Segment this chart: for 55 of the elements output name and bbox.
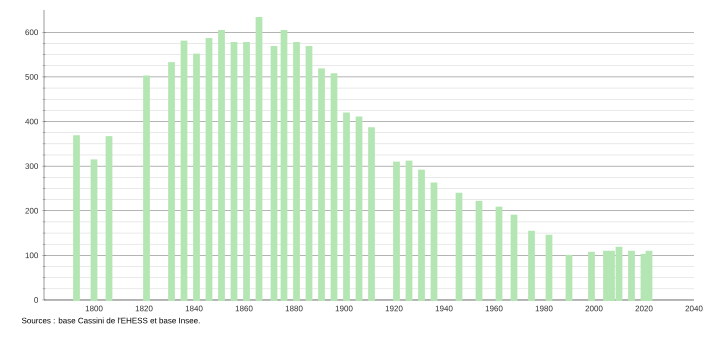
bar: [566, 254, 572, 301]
bar: [193, 54, 200, 301]
y-tick-label: 300: [25, 163, 38, 169]
bar: [306, 46, 312, 301]
bar: [230, 42, 238, 301]
bar: [280, 30, 288, 301]
bar: [218, 30, 225, 301]
bar: [528, 230, 535, 301]
x-tick-label: 1820: [136, 306, 153, 312]
x-tick-label: 1980: [536, 306, 553, 312]
bar: [256, 17, 262, 301]
bar: [318, 68, 325, 301]
bar: [418, 170, 425, 301]
bar: [430, 182, 438, 301]
bar: [588, 252, 595, 301]
bar: [270, 46, 278, 301]
x-tick-label: 2040: [686, 306, 703, 312]
bar: [73, 135, 80, 301]
bar: [293, 42, 300, 301]
x-tick-label: 1860: [236, 306, 253, 312]
x-tick-label: 1960: [486, 306, 503, 312]
bar: [496, 206, 502, 301]
x-tick-label: 1940: [436, 306, 453, 312]
bar: [343, 112, 350, 301]
y-tick-label: 200: [25, 208, 38, 214]
bar: [406, 160, 412, 301]
x-tick-label: 1840: [186, 306, 203, 312]
bar: [510, 214, 518, 301]
bar: [368, 127, 375, 301]
y-tick-label: 400: [25, 118, 38, 124]
bar: [476, 200, 482, 301]
x-tick-label: 1800: [86, 306, 103, 312]
bar: [180, 40, 188, 301]
x-tick-label: 1880: [286, 306, 303, 312]
y-tick-label: 500: [25, 74, 38, 80]
source-note: Sources : base Cassini de l'EHESS et base Insee.: [22, 318, 200, 324]
y-tick-label: 100: [26, 252, 38, 258]
bar: [456, 192, 462, 301]
bar: [90, 159, 98, 301]
bar: [356, 116, 362, 301]
x-tick-label: 2020: [636, 306, 653, 312]
y-tick-label: 600: [25, 29, 38, 36]
bar: [628, 250, 635, 301]
bar: [143, 75, 150, 301]
bar: [330, 73, 338, 301]
x-tick-label: 2000: [586, 306, 603, 312]
bar: [243, 42, 250, 301]
bar: [206, 38, 212, 301]
x-tick-label: 1920: [386, 306, 403, 312]
x-tick-label: 1900: [336, 306, 353, 312]
bar: [106, 136, 112, 301]
bar: [393, 162, 400, 301]
bar: [168, 62, 175, 301]
y-tick-label: 0: [34, 297, 38, 303]
bar: [546, 234, 552, 301]
